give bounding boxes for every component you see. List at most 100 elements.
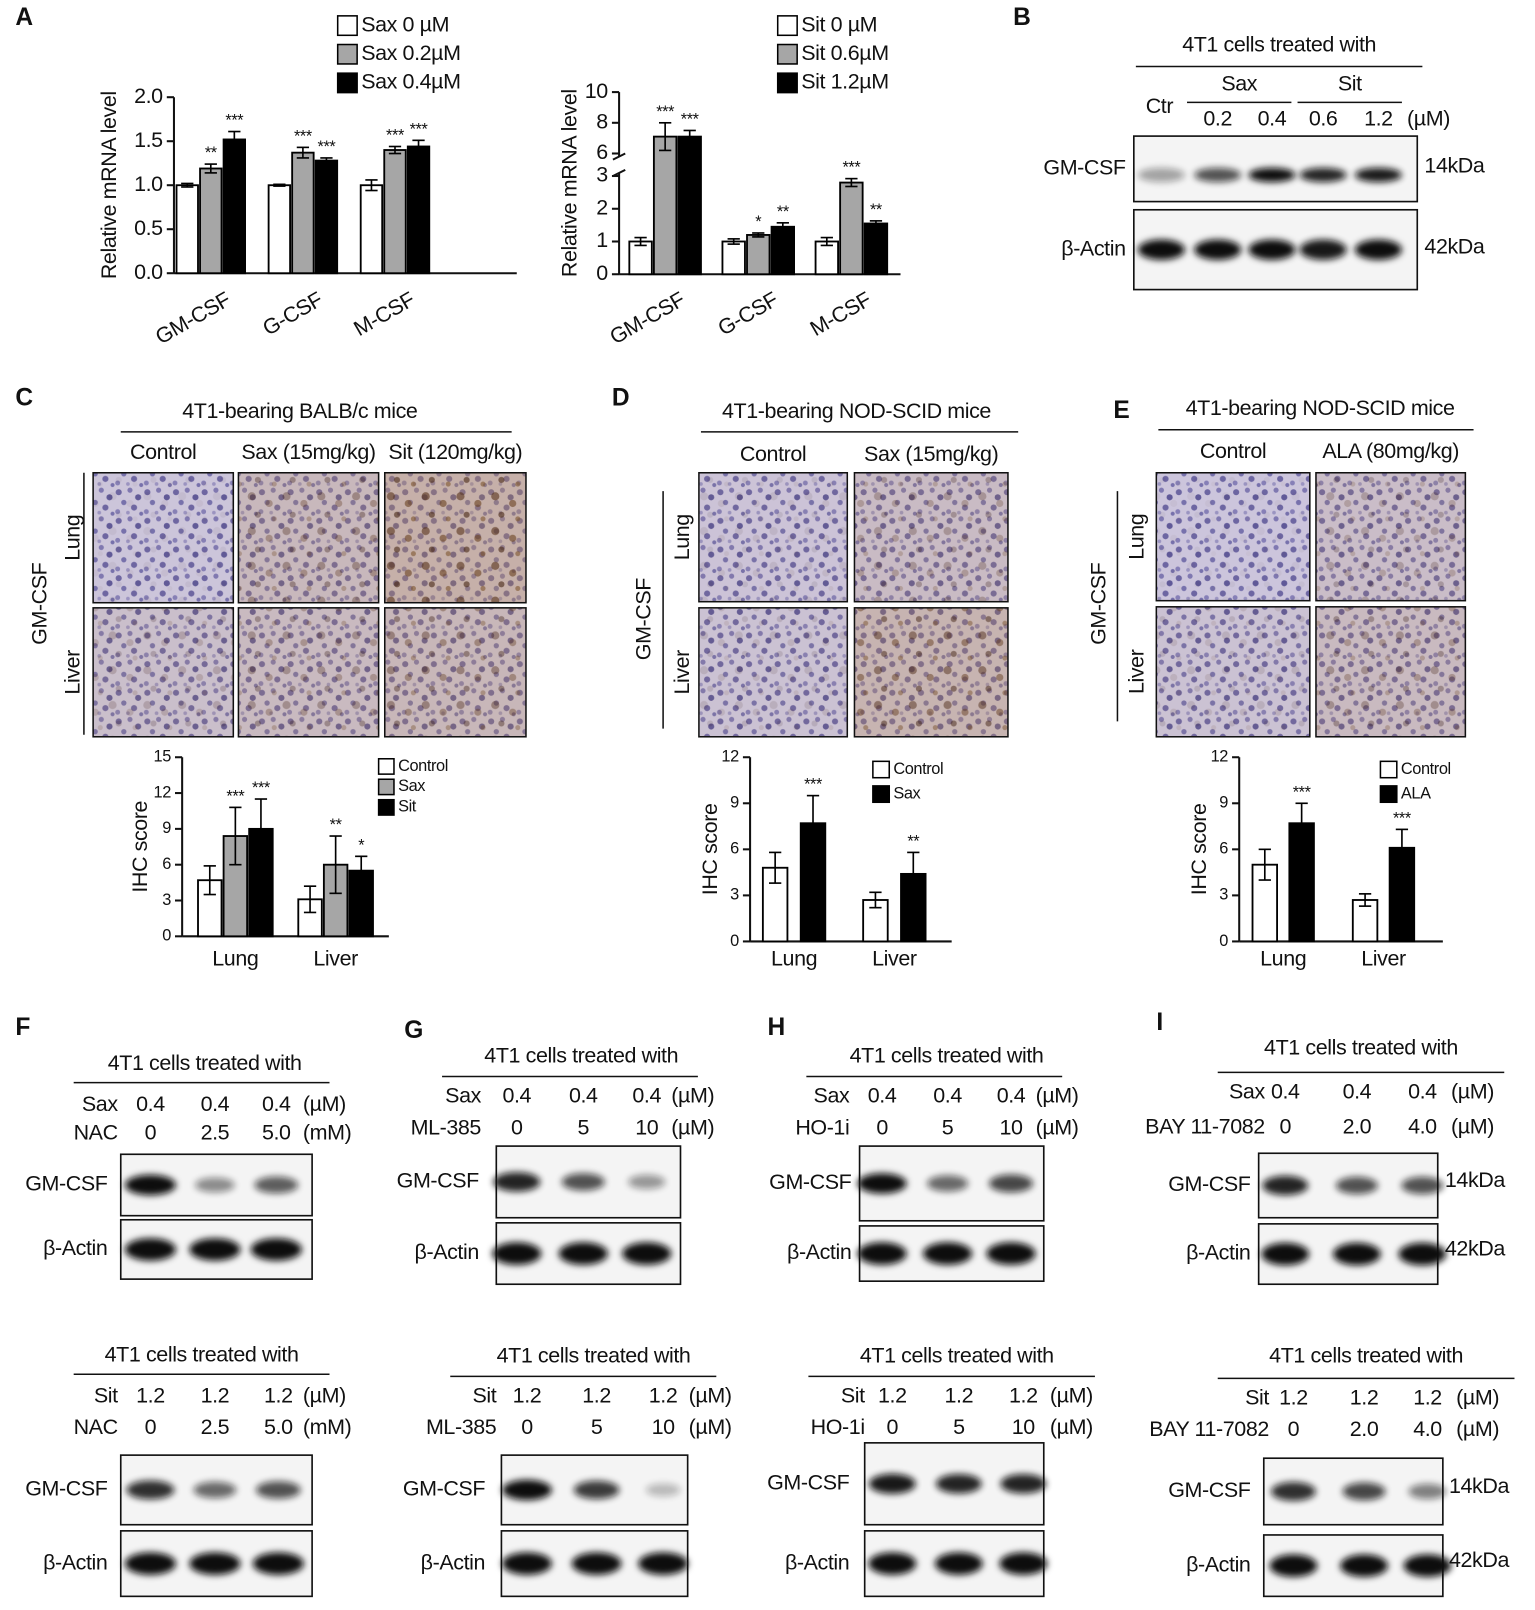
y-tick-label: 8 (596, 109, 608, 133)
bar (291, 151, 315, 275)
ihc-column-label: Sax (15mg/kg) (864, 442, 998, 466)
blot-dose: 2.5 (201, 1120, 230, 1144)
y-tick-label: 1.5 (134, 128, 163, 152)
blot-dose: 10 (999, 1115, 1023, 1139)
y-axis-label: IHC score (128, 801, 152, 893)
legend-label: Sax 0 µM (361, 12, 449, 36)
error-bar (806, 794, 820, 852)
legend-swatch (336, 72, 358, 94)
blot-band (934, 1552, 983, 1575)
ihc-stain (698, 472, 848, 602)
bar (721, 240, 746, 276)
blot-row-label: β-Actin (43, 1236, 107, 1260)
panel-label: H (767, 1014, 784, 1041)
y-tick-label: 1 (596, 228, 608, 252)
error-bar (1258, 848, 1271, 881)
significance: *** (656, 103, 675, 121)
blot-dose: 0.4 (933, 1084, 962, 1108)
blot-condition-label: ML-385 (426, 1415, 497, 1439)
bar (222, 138, 247, 275)
error-bar (752, 232, 765, 238)
panel-label: F (15, 1014, 30, 1041)
ihc-title: 4T1-bearing BALB/c mice (182, 399, 417, 423)
ihc-row-label: Lung (670, 514, 694, 560)
blot-dose: 1.2 (878, 1383, 907, 1407)
blot-unit: (µM) (689, 1415, 732, 1439)
blot-row-label: GM-CSF (397, 1169, 480, 1193)
significance: ** (777, 203, 790, 221)
blot-dose: 2.0 (1343, 1114, 1372, 1138)
blot-band (189, 1238, 241, 1261)
blot-dose: 0.4 (1258, 106, 1287, 130)
blot-band (1401, 1176, 1444, 1195)
bar (839, 181, 864, 276)
legend-label: Control (893, 760, 943, 778)
significance: ** (330, 816, 343, 834)
error-bar (820, 236, 833, 247)
significance: *** (681, 111, 700, 129)
blot-band (571, 1552, 622, 1575)
y-tick-label: 3 (596, 163, 608, 187)
blot-control-label: Ctr (1146, 94, 1174, 118)
blot-band (986, 1242, 1036, 1265)
blot-band (1262, 1175, 1309, 1196)
x-tick-label: M-CSF (350, 287, 419, 341)
blot-band (622, 1242, 672, 1265)
bar (628, 240, 653, 276)
legend-swatch (776, 15, 798, 37)
ihc-stain (1156, 606, 1310, 737)
bar (814, 240, 840, 276)
blot-row-label: GM-CSF (403, 1477, 486, 1501)
blot-band (1271, 1481, 1316, 1501)
y-tick-label: 6 (162, 855, 171, 873)
ihc-frame (1155, 606, 1311, 738)
x-tick-label: Lung (1260, 947, 1306, 971)
blot-dose: 1.2 (1009, 1383, 1038, 1407)
blot-unit: (µM) (303, 1383, 346, 1407)
bar (677, 135, 702, 276)
significance: *** (842, 159, 861, 177)
ihc-stain (238, 472, 379, 603)
y-tick-label: 3 (162, 891, 171, 909)
legend-label: Sax 0.2µM (361, 41, 460, 65)
blot-row-label: GM-CSF (25, 1172, 108, 1196)
blot-header: 4T1 cells treated with (108, 1051, 302, 1075)
blot-band (1340, 1554, 1388, 1577)
blot-dose: 10 (635, 1115, 659, 1139)
blot-dose: 0.4 (868, 1084, 897, 1108)
y-tick-label: 2.0 (134, 84, 163, 108)
ihc-frame (1315, 471, 1467, 602)
blot-dose: 5 (942, 1115, 954, 1139)
blot-dose: 0 (1288, 1417, 1300, 1441)
ihc-column-label: Control (740, 442, 806, 466)
significance: *** (252, 779, 271, 797)
blot-header: 4T1 cells treated with (860, 1344, 1054, 1368)
blot-group-label: Sax (1221, 72, 1257, 96)
blot-band (1194, 167, 1242, 183)
x-tick-label: Liver (1361, 947, 1406, 971)
significance: *** (386, 127, 405, 145)
legend-swatch (336, 43, 358, 65)
blot-band (250, 1238, 302, 1261)
error-bar (1395, 828, 1409, 868)
y-tick-label: 9 (1219, 794, 1228, 812)
error-bar (1295, 802, 1308, 845)
legend-label: Sit 0.6µM (801, 41, 888, 65)
y-tick-label: 0 (1219, 932, 1228, 950)
significance: *** (226, 787, 245, 805)
blot-size: 42kDa (1445, 1237, 1505, 1261)
blot-dose: 0.4 (569, 1084, 598, 1108)
ihc-title: 4T1-bearing NOD-SCID mice (722, 399, 991, 423)
blot-condition-label: Sax (814, 1084, 850, 1108)
blot-dose: 1.2 (945, 1383, 974, 1407)
ihc-frame (1155, 471, 1311, 602)
blot-group-label: Sit (1338, 72, 1362, 96)
y-tick-label: 6 (1219, 840, 1228, 858)
ihc-row-label: Lung (60, 515, 84, 561)
x-tick-label: Lung (212, 947, 258, 971)
blot-row-label: β-Actin (415, 1240, 479, 1264)
blot-size: 42kDa (1424, 234, 1484, 258)
x-tick-label: Liver (313, 947, 358, 971)
significance: ** (907, 833, 920, 851)
